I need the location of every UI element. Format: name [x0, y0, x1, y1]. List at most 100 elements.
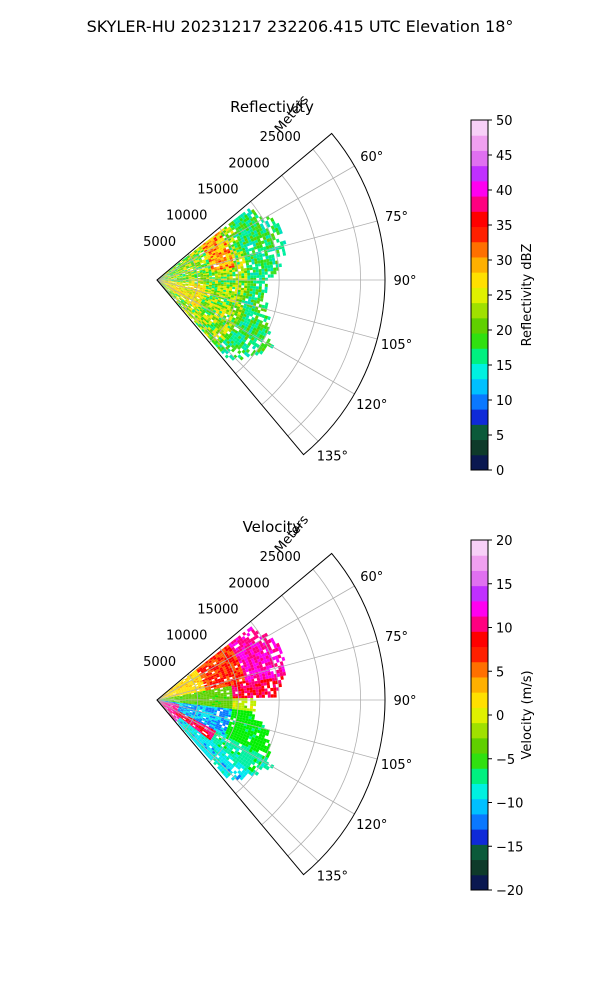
data-cell: [179, 702, 183, 704]
data-cell: [212, 723, 216, 727]
data-cell: [211, 708, 215, 711]
data-cell: [238, 280, 242, 283]
data-cell: [211, 719, 215, 723]
data-cell: [188, 729, 192, 732]
data-cell: [210, 739, 214, 743]
data-cell: [205, 315, 209, 319]
data-cell: [230, 744, 235, 749]
data-cell: [173, 273, 176, 275]
data-cell: [166, 691, 169, 694]
data-cell: [161, 276, 165, 278]
data-cell: [237, 635, 242, 640]
data-cell: [163, 285, 166, 288]
data-cell: [270, 637, 275, 643]
data-cell: [210, 743, 214, 748]
data-cell: [193, 707, 197, 710]
data-cell: [268, 664, 273, 669]
data-cell: [228, 323, 233, 327]
data-cell: [222, 301, 227, 305]
data-cell: [220, 257, 224, 261]
data-cell: [234, 255, 239, 259]
data-cell: [216, 231, 221, 236]
data-cell: [236, 235, 241, 240]
data-cell: [233, 320, 238, 325]
data-cell: [212, 303, 216, 307]
data-cell: [251, 750, 256, 755]
data-cell: [190, 726, 194, 730]
data-cell: [250, 772, 255, 777]
data-cell: [244, 336, 249, 341]
data-cell: [231, 685, 235, 688]
data-cell: [189, 736, 193, 740]
data-cell: [216, 315, 220, 319]
data-cell: [187, 256, 191, 260]
data-cell: [171, 702, 174, 703]
data-cell: [179, 711, 183, 714]
data-cell: [218, 280, 221, 283]
data-cell: [232, 248, 237, 252]
data-cell: [252, 769, 257, 775]
data-cell: [211, 330, 216, 335]
data-cell: [195, 304, 199, 308]
data-cell: [267, 750, 272, 755]
data-cell: [203, 277, 207, 279]
data-cell: [187, 706, 191, 708]
data-cell: [240, 757, 245, 762]
data-cell: [217, 765, 221, 770]
data-cell: [203, 700, 207, 702]
data-cell: [241, 659, 246, 663]
data-cell: [185, 272, 188, 274]
data-cell: [200, 728, 204, 731]
data-cell: [234, 675, 239, 679]
data-cell: [211, 690, 215, 693]
data-cell: [267, 691, 271, 695]
data-cell: [188, 274, 192, 276]
data-cell: [162, 701, 165, 703]
data-cell: [182, 285, 186, 287]
data-cell: [258, 661, 262, 666]
data-cell: [245, 734, 250, 739]
data-cell: [169, 286, 173, 289]
data-cell: [188, 713, 192, 716]
data-cell: [217, 298, 222, 301]
data-cell: [234, 289, 238, 292]
data-cell: [182, 277, 186, 279]
data-cell: [231, 263, 235, 266]
data-cell: [264, 268, 268, 272]
data-cell: [175, 287, 179, 289]
data-cell: [191, 734, 195, 738]
colorbar-segment: [471, 317, 488, 334]
data-cell: [198, 300, 202, 303]
data-cell: [272, 648, 277, 653]
data-cell: [177, 295, 180, 299]
data-cell: [216, 661, 220, 666]
data-cell: [194, 726, 198, 729]
data-cell: [224, 354, 229, 359]
data-cell: [168, 278, 172, 280]
data-cell: [209, 254, 213, 257]
data-cell: [205, 333, 209, 337]
data-cell: [202, 315, 206, 319]
data-cell: [240, 665, 245, 669]
data-cell: [256, 300, 260, 304]
data-cell: [214, 259, 219, 262]
data-cell: [228, 648, 233, 653]
data-cell: [205, 705, 209, 708]
azimuth-spoke: [156, 279, 319, 442]
data-cell: [177, 289, 181, 292]
data-cell: [214, 760, 219, 764]
data-cell: [177, 268, 181, 271]
data-cell: [239, 637, 244, 642]
data-cell: [225, 675, 230, 679]
data-cell: [163, 705, 166, 708]
data-cell: [211, 272, 215, 275]
data-cell: [226, 309, 230, 313]
data-cell: [211, 273, 215, 276]
data-cell: [194, 696, 198, 699]
data-cell: [188, 294, 192, 297]
data-cell: [199, 672, 203, 676]
data-cell: [253, 299, 257, 304]
data-cell: [226, 230, 231, 234]
data-cell: [237, 684, 241, 687]
data-cell: [183, 688, 187, 690]
